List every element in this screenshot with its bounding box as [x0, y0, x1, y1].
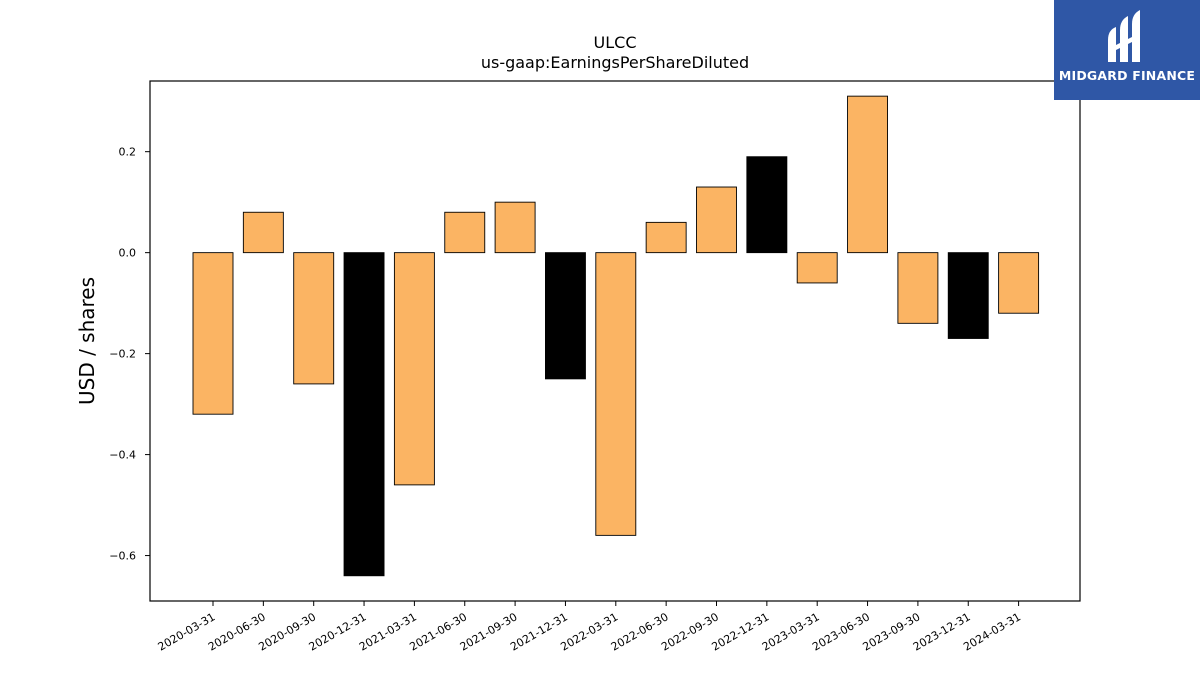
chart-subtitle: us-gaap:EarningsPerShareDiluted — [481, 53, 749, 72]
bar-2021-12-31 — [545, 252, 586, 380]
bar-2023-03-31 — [796, 252, 838, 284]
bar-2022-06-30 — [645, 221, 687, 254]
bars-group — [192, 95, 1040, 577]
bar-2024-03-31 — [998, 252, 1040, 314]
logo-graphic: MIDGARD FINANCE — [1059, 10, 1195, 83]
plot-area-frame — [149, 80, 1081, 602]
bar-2023-12-31 — [947, 252, 989, 339]
y-tick-label: −0.4 — [109, 449, 136, 462]
mf-monogram-icon — [1108, 10, 1140, 62]
y-axis: −0.6 −0.4 −0.2 0.0 0.2 — [109, 146, 150, 563]
bar-2022-12-31 — [746, 156, 788, 254]
bar-2023-09-30 — [897, 252, 939, 324]
bar-2020-03-31 — [192, 252, 234, 415]
bar-2023-06-30 — [847, 95, 888, 254]
y-tick-label: −0.6 — [109, 550, 136, 563]
bar-2022-03-31 — [595, 252, 637, 536]
x-axis: 2020-03-312020-06-302020-09-302020-12-31… — [156, 601, 1023, 654]
logo-text: MIDGARD FINANCE — [1059, 68, 1195, 83]
midgard-finance-logo: MIDGARD FINANCE — [1054, 0, 1200, 100]
y-axis-label: USD / shares — [75, 277, 99, 405]
bar-2021-09-30 — [494, 201, 536, 254]
bar-2022-09-30 — [696, 186, 737, 254]
bar-2020-06-30 — [242, 211, 284, 254]
bar-2021-06-30 — [444, 211, 486, 254]
y-tick-label: 0.0 — [119, 247, 137, 260]
bar-2021-03-31 — [393, 252, 435, 486]
x-tick-label: 2024-03-31 — [961, 610, 1023, 653]
bar-2020-12-31 — [343, 252, 385, 577]
y-tick-label: 0.2 — [119, 146, 137, 159]
bar-2020-09-30 — [293, 252, 335, 385]
chart-title: ULCC — [594, 33, 637, 52]
y-tick-label: −0.2 — [109, 348, 136, 361]
